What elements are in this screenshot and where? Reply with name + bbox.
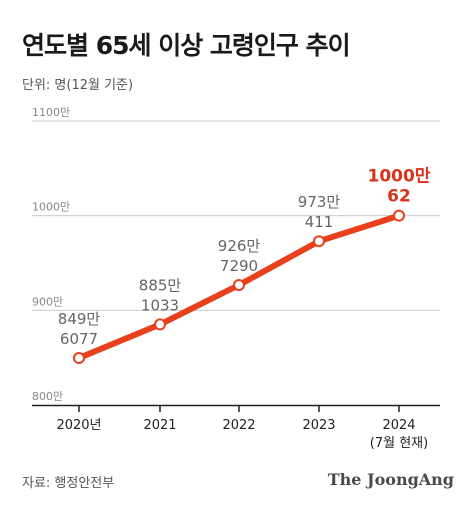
x-tick-sublabel: (7월 현재)	[370, 436, 428, 451]
axis-layer: 2020년 2021 2022 2023 2024 (7월 현재)	[32, 404, 440, 451]
data-label: 885만	[139, 276, 182, 294]
data-label: 1033	[141, 296, 179, 314]
brand-logo: The JoongAng	[327, 470, 454, 489]
grid-layer: 1100만 1000만 900만 800만	[32, 106, 440, 403]
data-label: 973만	[298, 193, 341, 211]
data-label: 411	[305, 213, 334, 231]
data-point	[313, 235, 325, 248]
data-point	[233, 279, 245, 292]
data-label: 6077	[60, 330, 98, 348]
chart-title: 연도별 65세 이상 고령인구 추이	[22, 31, 351, 60]
y-tick-label: 1100만	[32, 106, 70, 119]
line-layer	[73, 209, 405, 365]
y-tick-label: 900만	[32, 295, 63, 308]
x-tick-label: 2024	[382, 418, 415, 433]
x-tick-label: 2021	[143, 418, 176, 433]
x-tick-label: 2022	[222, 418, 255, 433]
x-tick-label: 2020년	[56, 418, 101, 433]
y-tick-label: 1000만	[32, 201, 70, 214]
data-label: 849만	[58, 310, 101, 328]
data-point	[154, 318, 166, 331]
data-point	[393, 209, 405, 222]
data-label: 926만	[218, 237, 261, 255]
data-label: 62	[387, 187, 411, 207]
data-label: 7290	[220, 257, 258, 275]
data-point	[73, 352, 85, 365]
line-chart: 1100만 1000만 900만 800만 2020년 2021 2022 2023 2024…	[32, 106, 440, 451]
unit-note: 단위: 명(12월 기준)	[22, 78, 134, 93]
y-tick-label: 800만	[32, 390, 63, 403]
x-tick-label: 2023	[302, 418, 335, 433]
source-note: 자료: 행정안전부	[22, 476, 115, 491]
data-label: 1000만	[368, 167, 431, 187]
